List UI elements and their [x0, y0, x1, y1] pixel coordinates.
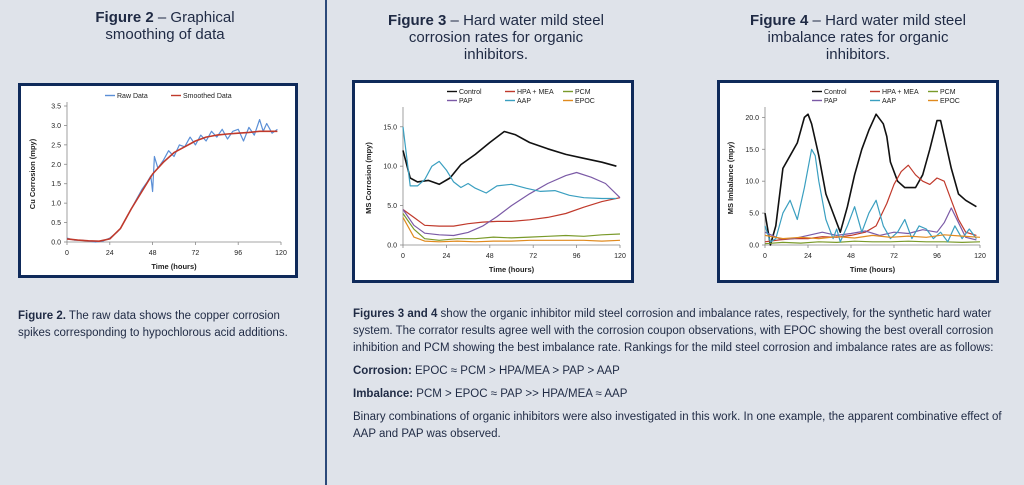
fig4-chart: 0.0 5.0 10.0 15.0 20.0 0 24 48 72 96 120 Time (hour… — [726, 89, 986, 274]
imbalance-ranking: Imbalance: PCM > EPOC ≈ PAP >> HPA/MEA ≈… — [353, 386, 1003, 403]
legend-label: EPOC — [575, 98, 595, 105]
fig4-title-rest: – Hard water mild steel imbalance rates … — [767, 12, 966, 63]
main-text: Figures 3 and 4 show the organic inhibit… — [353, 306, 1003, 447]
fig3-chart: 0.0 5.0 10.0 15.0 0 24 48 72 96 120 Time (hours) MS… — [364, 89, 626, 274]
fig4-panel: 0.0 5.0 10.0 15.0 20.0 0 24 48 72 96 120 Time (hour… — [717, 80, 999, 283]
fig4-title-bold: Figure 4 — [750, 12, 809, 29]
fig3-title: Figure 3 – Hard water mild steel corrosi… — [380, 12, 612, 63]
fig3-panel: 0.0 5.0 10.0 15.0 0 24 48 72 96 120 Time (hours) MS… — [352, 80, 634, 283]
y-tick-label: 2.5 — [51, 142, 61, 149]
series-line-pcm — [402, 213, 621, 241]
y-tick-label: 1.5 — [51, 181, 61, 188]
y-tick-label: 15.0 — [745, 147, 759, 154]
imbalance-label: Imbalance: — [353, 388, 414, 400]
series-line-epoc — [764, 234, 981, 240]
y-tick-label: 5.0 — [387, 203, 397, 210]
series-line-aap — [402, 126, 617, 200]
series-line-pap — [402, 171, 621, 237]
x-axis-label: Time (hours) — [489, 265, 535, 274]
x-tick-label: 48 — [149, 250, 157, 257]
y-tick-label: 5.0 — [749, 211, 759, 218]
legend-label: AAP — [882, 98, 896, 105]
y-tick-label: 20.0 — [745, 115, 759, 122]
x-tick-label: 48 — [847, 253, 855, 260]
series-line-pcm — [764, 240, 981, 245]
x-tick-label: 48 — [486, 253, 494, 260]
fig2-title-bold: Figure 2 — [95, 9, 154, 26]
x-tick-label: 24 — [106, 250, 114, 257]
series-line-control — [764, 113, 977, 246]
legend-label: PAP — [824, 98, 838, 105]
fig2-title-rest: – Graphical smoothing of data — [105, 9, 235, 43]
para1-rest: show the organic inhibitor mild steel co… — [353, 308, 994, 354]
x-tick-label: 120 — [275, 250, 287, 257]
x-tick-label: 72 — [192, 250, 200, 257]
x-tick-label: 0 — [763, 253, 767, 260]
y-axis-label: MS Imbalance (mpy) — [726, 141, 735, 214]
fig2-caption-bold: Figure 2. — [18, 310, 66, 322]
y-tick-label: 10.0 — [745, 179, 759, 186]
para1-bold: Figures 3 and 4 — [353, 308, 438, 320]
series-line-hpa-mea — [402, 197, 621, 227]
y-tick-label: 0.5 — [51, 220, 61, 227]
x-tick-label: 96 — [933, 253, 941, 260]
series-line-epoc — [402, 217, 621, 243]
fig2-caption-rest: The raw data shows the copper corrosion … — [18, 310, 288, 339]
y-tick-label: 3.5 — [51, 104, 61, 111]
fig2-title: Figure 2 – Graphical smoothing of data — [60, 9, 270, 43]
x-axis-label: Time (hours) — [151, 262, 197, 271]
series-line-aap — [764, 148, 977, 243]
y-axis-label: MS Corrosion (mpy) — [364, 142, 373, 214]
column-divider — [325, 0, 327, 485]
x-tick-label: 72 — [529, 253, 537, 260]
legend-label: PAP — [459, 98, 473, 105]
y-tick-label: 10.0 — [383, 164, 397, 171]
legend-label: PCM — [940, 89, 956, 96]
y-tick-label: 0.0 — [51, 240, 61, 247]
x-tick-label: 72 — [890, 253, 898, 260]
legend-label: PCM — [575, 89, 591, 96]
series-line-raw-data — [66, 118, 278, 243]
series-line-pap — [764, 207, 977, 241]
x-tick-label: 0 — [65, 250, 69, 257]
legend-label: HPA + MEA — [882, 89, 919, 96]
x-tick-label: 120 — [974, 253, 986, 260]
y-tick-label: 1.0 — [51, 201, 61, 208]
y-tick-label: 15.0 — [383, 124, 397, 131]
y-tick-label: 2.0 — [51, 162, 61, 169]
x-tick-label: 120 — [614, 253, 626, 260]
legend-label: Smoothed Data — [183, 93, 232, 100]
y-tick-label: 0.0 — [387, 243, 397, 250]
y-tick-label: 0.0 — [749, 243, 759, 250]
x-axis-label: Time (hours) — [850, 265, 896, 274]
legend-label: HPA + MEA — [517, 89, 554, 96]
y-axis-label: Cu Corrosion (mpy) — [28, 138, 37, 209]
fig2-caption: Figure 2. The raw data shows the copper … — [18, 308, 303, 346]
corrosion-ranking: Corrosion: EPOC ≈ PCM > HPA/MEA > PAP > … — [353, 363, 1003, 380]
fig4-title: Figure 4 – Hard water mild steel imbalan… — [742, 12, 974, 63]
fig3-title-rest: – Hard water mild steel corrosion rates … — [408, 12, 604, 63]
x-tick-label: 0 — [401, 253, 405, 260]
legend-label: EPOC — [940, 98, 960, 105]
y-tick-label: 3.0 — [51, 123, 61, 130]
corrosion-rank: EPOC ≈ PCM > HPA/MEA > PAP > AAP — [414, 365, 620, 377]
legend-label: AAP — [517, 98, 531, 105]
paragraph-2: Binary combinations of organic inhibitor… — [353, 411, 1002, 440]
series-line-hpa-mea — [764, 164, 977, 243]
corrosion-label: Corrosion: — [353, 365, 412, 377]
paragraph-1: Figures 3 and 4 show the organic inhibit… — [353, 306, 1003, 357]
legend-label: Control — [824, 89, 847, 96]
legend-label: Control — [459, 89, 482, 96]
series-line-control — [402, 130, 617, 186]
fig3-title-bold: Figure 3 — [388, 12, 447, 29]
fig2-panel: 0.0 0.5 1.0 1.5 2.0 2.5 3.0 3.5 0 24 48 72 96 120 Time… — [18, 83, 298, 278]
fig2-chart: 0.0 0.5 1.0 1.5 2.0 2.5 3.0 3.5 0 24 48 72 96 120 Time… — [28, 93, 287, 271]
imbalance-rank: PCM > EPOC ≈ PAP >> HPA/MEA ≈ AAP — [416, 388, 628, 400]
series-line-smoothed-data — [66, 130, 278, 242]
legend-label: Raw Data — [117, 93, 148, 100]
x-tick-label: 96 — [573, 253, 581, 260]
x-tick-label: 24 — [804, 253, 812, 260]
x-tick-label: 24 — [443, 253, 451, 260]
x-tick-label: 96 — [234, 250, 242, 257]
